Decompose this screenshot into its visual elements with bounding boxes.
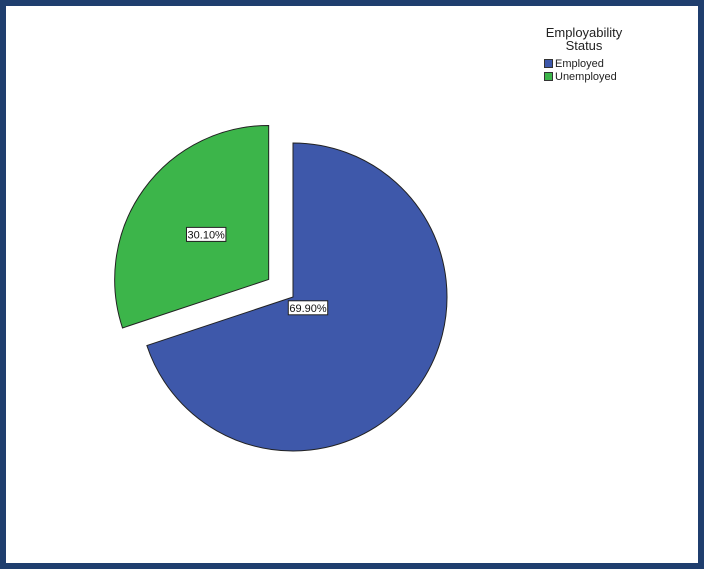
legend-label: Employed xyxy=(555,57,604,70)
data-label-text: 30.10% xyxy=(188,229,226,241)
legend-entries: Employed Unemployed xyxy=(532,57,672,83)
legend-swatch xyxy=(544,72,553,81)
legend-entry-unemployed: Unemployed xyxy=(544,70,672,83)
legend-title-line: Status xyxy=(565,38,603,53)
legend-label: Unemployed xyxy=(555,70,617,83)
pie-slices xyxy=(114,124,448,452)
legend-title-line: Employability xyxy=(545,25,623,40)
data-label-text: 69.90% xyxy=(289,303,327,315)
legend-swatch xyxy=(544,59,553,68)
data-label-unemployed: 30.10% xyxy=(186,226,227,242)
pie-slice-employed xyxy=(146,142,448,452)
legend: Employability Status Employed Unemployed xyxy=(532,26,672,83)
data-label-box xyxy=(186,226,227,242)
pie-slice-unemployed xyxy=(114,124,270,329)
data-label-employed: 69.90% xyxy=(287,300,329,316)
legend-title: Employability Status xyxy=(532,26,636,52)
data-label-box xyxy=(287,300,329,316)
pie-data-labels: 69.90% 30.10% xyxy=(186,226,329,316)
legend-entry-employed: Employed xyxy=(544,57,672,70)
